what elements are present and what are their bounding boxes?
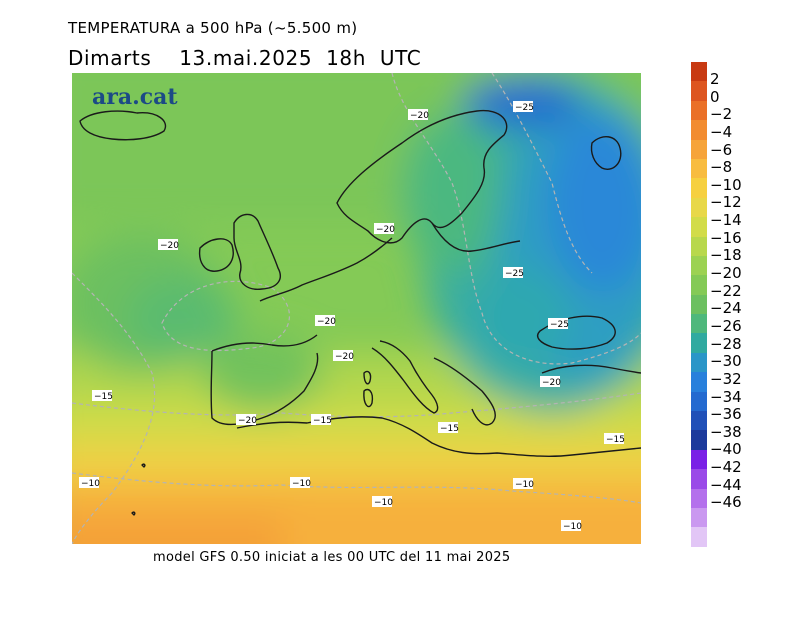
colorbar-swatch (691, 217, 707, 237)
svg-text:−25: −25 (515, 103, 534, 113)
contour-label: −10 (513, 478, 534, 490)
contour-label: −15 (438, 422, 459, 434)
ara-cat-logo: ara.cat (92, 84, 178, 110)
colorbar-swatch (691, 469, 707, 489)
colorbar-label: −18 (710, 246, 742, 265)
colorbar-swatch (691, 333, 707, 353)
colorbar-swatch (691, 120, 707, 140)
colorbar-swatch (691, 197, 707, 218)
contour-label: −20 (158, 239, 179, 251)
contour-label: −15 (311, 414, 332, 426)
svg-text:−10: −10 (374, 498, 393, 508)
colorbar-swatch (691, 178, 707, 198)
colorbar-label: −40 (710, 440, 742, 459)
colorbar-label: −4 (710, 122, 733, 141)
contour-label: −25 (513, 101, 534, 113)
chart-title: TEMPERATURA a 500 hPa (~5.500 m) (68, 19, 358, 37)
contour-label: −10 (79, 477, 100, 489)
colorbar-label: 2 (710, 70, 720, 88)
colorbar-swatch (691, 352, 707, 373)
contour-label: −15 (92, 390, 113, 402)
colorbar-label: −34 (710, 387, 742, 406)
svg-text:−25: −25 (505, 269, 524, 279)
colorbar-swatch (691, 255, 707, 276)
contour-label: −15 (604, 433, 625, 445)
contour-label: −20 (236, 414, 257, 426)
svg-text:−15: −15 (313, 416, 332, 426)
colorbar-swatch (691, 372, 707, 392)
colorbar-swatch (691, 507, 707, 528)
colorbar-label: −38 (710, 422, 742, 441)
colorbar-label: −16 (710, 228, 742, 247)
colorbar-label: −6 (710, 140, 733, 159)
svg-text:−20: −20 (335, 352, 354, 362)
svg-text:−15: −15 (94, 392, 113, 402)
colorbar-label: −32 (710, 369, 742, 388)
colorbar-label: −36 (710, 405, 742, 424)
colorbar (691, 62, 707, 547)
colorbar-swatch (691, 62, 707, 82)
colorbar-label: −20 (710, 264, 742, 283)
colorbar-swatch (691, 139, 707, 159)
contour-label: −25 (548, 318, 569, 330)
colorbar-label: −22 (710, 281, 742, 300)
colorbar-swatch (691, 158, 707, 179)
contour-labels: −20 −25 −20 −20 −25 −20 −20 −25 −15 −20 … (79, 101, 625, 532)
forecast-date: Dimarts 13.mai.2025 18h UTC (68, 46, 422, 70)
svg-text:−25: −25 (550, 320, 569, 330)
colorbar-label: −8 (710, 158, 733, 177)
svg-text:−20: −20 (160, 241, 179, 251)
svg-text:−10: −10 (81, 479, 100, 489)
contour-label: −20 (333, 350, 354, 362)
colorbar-label: −44 (710, 475, 742, 494)
model-footer: model GFS 0.50 iniciat a les 00 UTC del … (153, 550, 511, 565)
contour-label: −20 (374, 223, 395, 235)
colorbar-label: −42 (710, 458, 742, 477)
colorbar-swatch (691, 449, 707, 470)
colorbar-label: −2 (710, 105, 733, 124)
colorbar-swatch (691, 430, 707, 450)
svg-text:−20: −20 (410, 111, 429, 121)
svg-text:−20: −20 (376, 225, 395, 235)
colorbar-swatch (691, 81, 707, 101)
contour-label: −10 (290, 477, 311, 489)
colorbar-swatch (691, 527, 707, 547)
svg-text:−15: −15 (606, 435, 625, 445)
colorbar-label: −24 (710, 299, 742, 318)
contour-label: −20 (315, 315, 336, 327)
contour-label: −10 (372, 496, 393, 508)
svg-text:−20: −20 (317, 317, 336, 327)
contour-label: −10 (561, 520, 582, 532)
colorbar-label: 0 (710, 87, 720, 106)
colorbar-swatch (691, 314, 707, 334)
colorbar-label: −30 (710, 352, 742, 371)
svg-text:−10: −10 (563, 522, 582, 532)
colorbar-label: −28 (710, 334, 742, 353)
contour-label: −20 (540, 376, 561, 388)
colorbar-label: −14 (710, 211, 742, 230)
svg-text:−20: −20 (542, 378, 561, 388)
contour-label: −20 (408, 109, 429, 121)
contour-label: −25 (503, 267, 524, 279)
colorbar-swatch (691, 275, 707, 295)
svg-text:−10: −10 (515, 480, 534, 490)
colorbar-swatch (691, 488, 707, 508)
colorbar-label: −46 (710, 493, 742, 512)
temperature-map: −20 −25 −20 −20 −25 −20 −20 −25 −15 −20 … (72, 73, 641, 544)
colorbar-label: −12 (710, 193, 742, 212)
svg-text:−20: −20 (238, 416, 257, 426)
colorbar-swatch (691, 236, 707, 256)
colorbar-swatch (691, 100, 707, 121)
colorbar-label: −26 (710, 316, 742, 335)
svg-text:−15: −15 (440, 424, 459, 434)
svg-text:−10: −10 (292, 479, 311, 489)
colorbar-swatch (691, 391, 707, 412)
colorbar-swatch (691, 411, 707, 431)
colorbar-label: −10 (710, 175, 742, 194)
colorbar-swatch (691, 294, 707, 315)
